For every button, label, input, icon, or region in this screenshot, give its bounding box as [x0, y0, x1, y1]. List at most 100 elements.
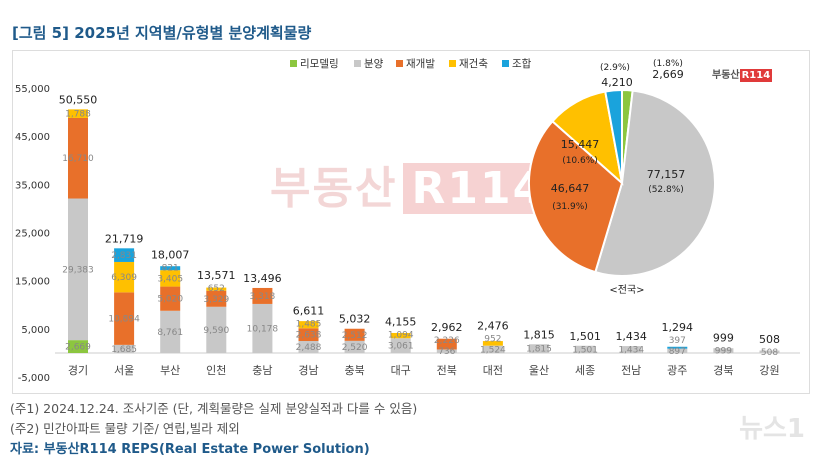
- bar-segment: [390, 332, 411, 339]
- segment-label: 652: [208, 284, 225, 294]
- y-tick-label: 55,000: [15, 84, 50, 95]
- category-label: 울산: [529, 364, 549, 377]
- bar-segment: [160, 310, 181, 353]
- total-label: 999: [713, 332, 734, 345]
- total-label: 4,155: [385, 316, 417, 329]
- total-label: 2,962: [431, 321, 463, 334]
- segment-label: 2,226: [434, 336, 460, 346]
- category-label: 세종: [575, 364, 595, 377]
- category-label: 전남: [621, 364, 641, 377]
- bar-segment: [68, 198, 88, 341]
- segment-label: 2,488: [296, 343, 322, 353]
- total-label: 6,611: [293, 305, 325, 318]
- note-1: (주1) 2024.12.24. 조사기준 (단, 계획물량은 실제 분양실적과…: [10, 401, 418, 416]
- segment-label: 9,590: [203, 326, 229, 336]
- total-label: 508: [759, 333, 780, 346]
- pie-value-label: 46,647: [551, 182, 590, 195]
- bar-segment: [759, 350, 780, 353]
- segment-label: 5,020: [157, 295, 183, 305]
- y-tick-label: 25,000: [15, 229, 50, 240]
- bar-segment: [206, 306, 227, 353]
- pie-value-label: 15,447: [561, 138, 600, 151]
- segment-label: 1,501: [572, 345, 598, 355]
- bar-segment: [482, 345, 503, 353]
- category-label: 강원: [759, 364, 779, 377]
- bar-segment: [160, 266, 181, 271]
- bar-segment: [436, 338, 457, 350]
- total-label: 50,550: [59, 93, 98, 106]
- y-tick-label: -5,000: [18, 373, 50, 384]
- bar-segment: [529, 344, 549, 353]
- category-label: 충북: [344, 364, 364, 377]
- segment-label: 508: [761, 348, 778, 358]
- segment-label: 2,512: [342, 331, 368, 341]
- segment-label: 1,788: [65, 110, 91, 120]
- y-tick-label: 35,000: [15, 180, 50, 191]
- category-label: 인천: [206, 363, 226, 377]
- bar-segment: [68, 109, 88, 118]
- segment-label: 397: [669, 336, 686, 346]
- segment-label: 6,309: [111, 273, 137, 283]
- bar-segment: [68, 340, 88, 353]
- bar-segment: [114, 248, 135, 262]
- category-label: 광주: [667, 364, 687, 377]
- legend-label: 재개발: [406, 58, 435, 70]
- bar-segment: [68, 117, 88, 199]
- segment-label: 3,329: [203, 295, 229, 305]
- pie-value-label: 77,157: [647, 168, 686, 181]
- segment-label: 10,894: [108, 315, 140, 325]
- chart-frame: [12, 50, 810, 394]
- legend-swatch: [449, 60, 456, 67]
- segment-label: 2,831: [111, 251, 137, 261]
- total-label: 5,032: [339, 313, 371, 326]
- category-label: 경남: [298, 364, 318, 377]
- segment-label: 8,761: [157, 328, 183, 338]
- category-label: 부산: [160, 364, 180, 377]
- segment-label: 2,669: [65, 343, 91, 353]
- segment-label: 16,710: [62, 154, 94, 164]
- legend-swatch: [290, 60, 297, 67]
- bar-segment: [390, 338, 411, 353]
- note-2: (주2) 민간아파트 물량 기준/ 연립,빌라 제외: [10, 421, 240, 436]
- legend-label: 조합: [512, 58, 532, 70]
- pie-pct-label: (2.9%): [600, 63, 630, 73]
- segment-label: 10,178: [247, 324, 279, 334]
- segment-label: 897: [669, 347, 686, 357]
- total-label: 21,719: [105, 232, 144, 245]
- category-label: 충남: [252, 364, 272, 377]
- figure-title: [그림 5] 2025년 지역별/유형별 분양계획물량: [12, 24, 312, 42]
- total-label: 1,434: [615, 330, 647, 343]
- bar-segment: [160, 286, 181, 311]
- segment-label: 821: [162, 263, 179, 273]
- category-label: 전북: [437, 364, 457, 377]
- legend-label: 리모델링: [300, 58, 339, 70]
- chart-svg: 55,000 45,000 35,000 25,000 15,000 5,000 -5,00…: [15, 58, 800, 384]
- category-label: 경북: [713, 364, 733, 377]
- total-label: 18,007: [151, 248, 190, 261]
- total-label: 2,476: [477, 319, 509, 332]
- category-label: 경기: [68, 364, 88, 377]
- bar-segment: [114, 292, 135, 345]
- bar-segment: [114, 261, 135, 293]
- segment-label: 3,405: [157, 274, 183, 284]
- segment-label: 999: [715, 347, 732, 357]
- y-tick-label: 15,000: [15, 277, 50, 288]
- pie-value-label: 4,210: [601, 76, 633, 89]
- pie-slice: [604, 88, 623, 184]
- total-label: 1,501: [569, 330, 601, 343]
- total-label: 13,496: [243, 272, 282, 285]
- pie-slice: [528, 119, 624, 274]
- legend-label: 재건축: [459, 58, 488, 70]
- segment-label: 3,318: [250, 292, 276, 302]
- news1-watermark: 뉴스1: [739, 414, 805, 444]
- y-tick-label: 45,000: [15, 132, 50, 143]
- bar-segment: [667, 348, 688, 353]
- segment-label: 1,434: [618, 346, 644, 356]
- total-label: 1,815: [523, 328, 555, 341]
- segment-label: 1,815: [526, 345, 552, 355]
- bar-segment: [344, 328, 365, 341]
- pie-pct-label: (10.6%): [562, 156, 598, 166]
- pie-label: <전국>: [609, 284, 644, 296]
- pie-slice: [594, 89, 716, 277]
- bar-segment: [575, 345, 596, 353]
